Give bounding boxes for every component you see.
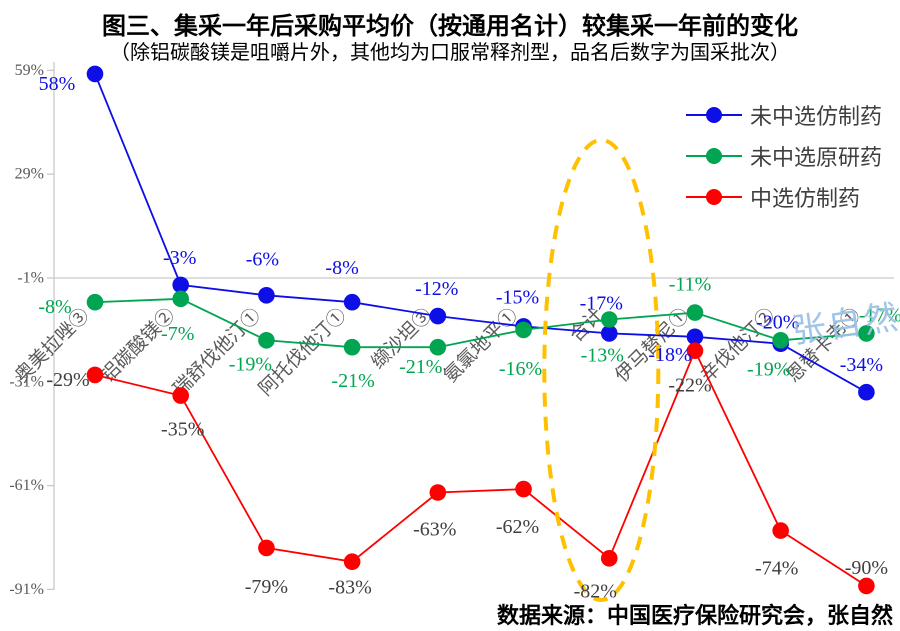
svg-text:-19%: -19% [747,358,790,380]
svg-text:-3%: -3% [163,247,196,269]
chart-legend: 未中选仿制药 未中选原研药 中选仿制药 [686,94,882,217]
legend-item-unselected-originator: 未中选原研药 [686,135,882,176]
svg-text:-17%: -17% [580,292,623,314]
svg-text:-83%: -83% [328,577,371,599]
chart-title: 图三、集采一年后采购平均价（按通用名计）较集采一年前的变化 [102,13,798,40]
legend-marker-line-dot-icon [686,106,742,123]
svg-text:-35%: -35% [161,419,204,441]
chart-subtitle: （除铝碳酸镁是咀嚼片外，其他均为口服常释剂型，品名后数字为国采批次） [110,42,790,64]
svg-text:-82%: -82% [574,580,617,602]
svg-text:-21%: -21% [331,370,374,392]
svg-text:-29%: -29% [46,369,89,391]
svg-text:58%: 58% [39,73,76,95]
legend-item-unselected-generic: 未中选仿制药 [686,94,882,135]
svg-text:-12%: -12% [415,278,458,300]
svg-text:-19%: -19% [229,353,272,375]
legend-label-unselected-originator: 未中选原研药 [750,144,883,170]
svg-text:-13%: -13% [581,345,624,367]
legend-marker-line-dot-icon [686,188,742,205]
svg-text:-6%: -6% [246,248,279,270]
svg-text:-8%: -8% [38,296,71,318]
svg-text:-16%: -16% [499,358,542,380]
svg-text:-90%: -90% [845,557,888,579]
svg-text:29%: 29% [15,166,44,183]
legend-marker-line-dot-icon [686,147,742,164]
svg-text:-11%: -11% [669,274,712,296]
svg-text:-74%: -74% [755,558,798,580]
svg-text:-79%: -79% [245,576,288,598]
svg-text:59%: 59% [15,62,44,79]
svg-text:-15%: -15% [496,286,539,308]
svg-text:-7%: -7% [161,323,194,345]
svg-text:-22%: -22% [668,375,711,397]
svg-text:-91%: -91% [9,581,44,598]
legend-label-selected-generic: 中选仿制药 [750,185,861,211]
svg-text:-20%: -20% [756,312,799,334]
svg-text:-31%: -31% [9,373,44,390]
svg-text:-61%: -61% [9,477,44,494]
legend-item-selected-generic: 中选仿制药 [686,176,882,217]
svg-text:-34%: -34% [840,354,883,376]
svg-text:-17%: -17% [859,304,900,326]
svg-text:铝碳酸镁②: 铝碳酸镁② [97,304,180,387]
svg-text:-8%: -8% [325,257,358,279]
svg-text:-21%: -21% [399,356,442,378]
svg-text:瑞舒伐他汀①: 瑞舒伐他汀① [169,304,265,400]
svg-text:-1%: -1% [17,270,44,287]
svg-text:-18%: -18% [648,344,691,366]
svg-text:-63%: -63% [413,519,456,541]
svg-text:-62%: -62% [496,516,539,538]
legend-label-unselected-generic: 未中选仿制药 [750,103,883,129]
data-source: 数据来源：中国医疗保险研究会，张自然 [496,603,893,628]
